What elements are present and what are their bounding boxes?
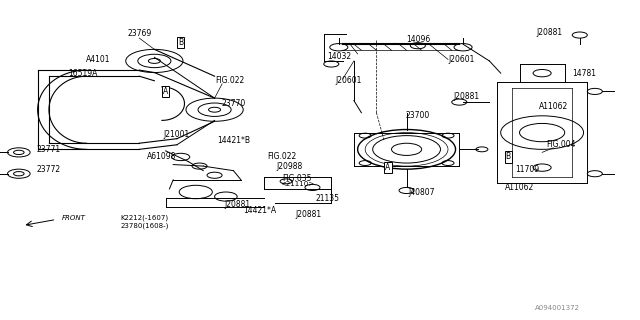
Text: A4101: A4101 <box>86 55 110 64</box>
Text: 11709: 11709 <box>515 165 539 174</box>
Text: 14032: 14032 <box>327 52 351 61</box>
Text: J20601: J20601 <box>335 76 362 85</box>
Text: 14421*B: 14421*B <box>217 136 250 145</box>
Text: A: A <box>163 87 168 96</box>
Text: A094001372: A094001372 <box>534 305 580 311</box>
Text: J21001: J21001 <box>164 130 190 139</box>
Text: J40807: J40807 <box>408 188 435 196</box>
Text: 23780(1608-): 23780(1608-) <box>120 222 169 229</box>
Text: A: A <box>385 163 390 172</box>
Text: FIG.035: FIG.035 <box>283 174 312 183</box>
Text: <21110>: <21110> <box>280 181 314 188</box>
Text: FIG.004: FIG.004 <box>546 140 576 149</box>
Text: A11062: A11062 <box>539 102 568 111</box>
Text: K2212(-1607): K2212(-1607) <box>120 215 168 221</box>
Text: A11062: A11062 <box>505 183 534 192</box>
Text: FIG.022: FIG.022 <box>268 152 297 162</box>
Text: J20881: J20881 <box>536 28 563 36</box>
Text: 21135: 21135 <box>316 194 340 203</box>
Text: 23769: 23769 <box>127 29 152 38</box>
Text: A61098: A61098 <box>147 152 177 162</box>
Text: 14096: 14096 <box>406 35 430 44</box>
Text: 16519A: 16519A <box>68 69 97 78</box>
Text: 23770: 23770 <box>221 99 246 108</box>
Text: B: B <box>178 38 183 47</box>
Text: FRONT: FRONT <box>61 215 86 221</box>
Text: 23771: 23771 <box>36 145 60 154</box>
Text: 14781: 14781 <box>572 69 596 78</box>
Text: J20601: J20601 <box>448 55 474 64</box>
Text: 14421*A: 14421*A <box>243 206 276 215</box>
Text: 23772: 23772 <box>36 165 60 174</box>
Text: 23700: 23700 <box>406 111 430 120</box>
Text: J20881: J20881 <box>454 92 480 100</box>
Text: J20881: J20881 <box>296 210 322 219</box>
Text: FIG.022: FIG.022 <box>215 76 244 85</box>
Text: J20988: J20988 <box>276 162 303 171</box>
Text: B: B <box>506 152 511 162</box>
Text: J20881: J20881 <box>224 200 250 209</box>
